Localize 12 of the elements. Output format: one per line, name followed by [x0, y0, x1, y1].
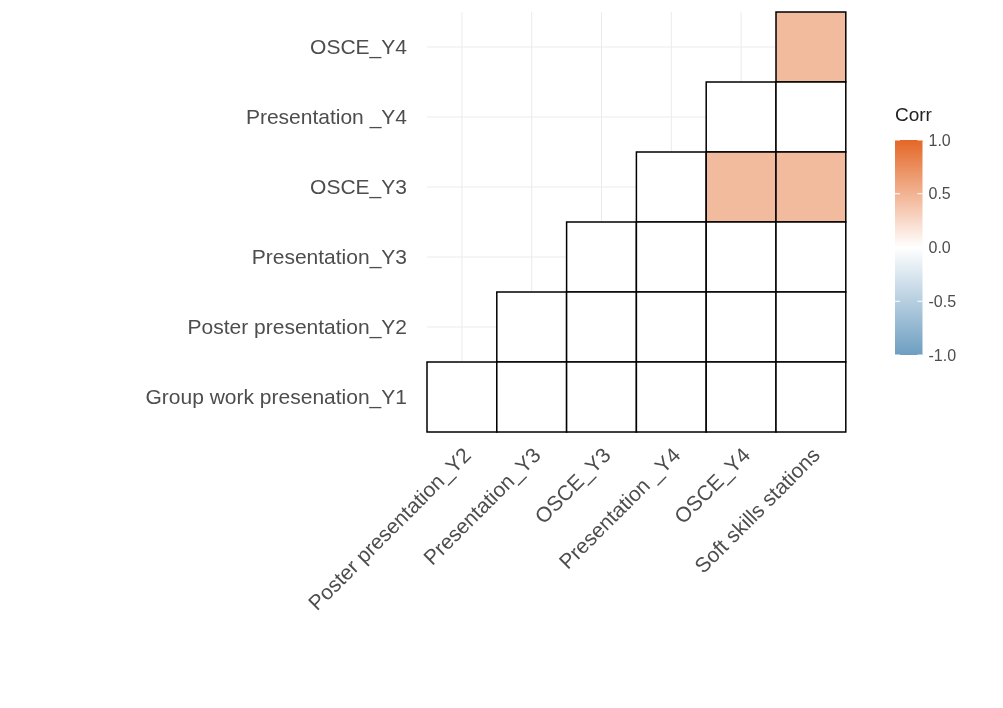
y-tick-label: OSCE_Y3 [310, 175, 407, 200]
color-bar-label: 0.0 [928, 239, 951, 257]
y-tick-label: OSCE_Y4 [310, 35, 408, 60]
color-bar-label: 0.5 [928, 185, 951, 203]
y-tick-label: Presentation _Y4 [245, 105, 408, 130]
color-bar-label: 1.0 [928, 131, 951, 149]
legend-title: Corr [895, 104, 933, 125]
color-bar-label: -0.5 [928, 292, 957, 310]
y-tick-label: Presentation_Y3 [251, 245, 407, 270]
y-tick-label: Poster presentation_Y2 [187, 315, 407, 340]
color-bar-label: -1.0 [928, 346, 957, 364]
y-tick-label: Group work presenation_Y1 [145, 385, 407, 410]
